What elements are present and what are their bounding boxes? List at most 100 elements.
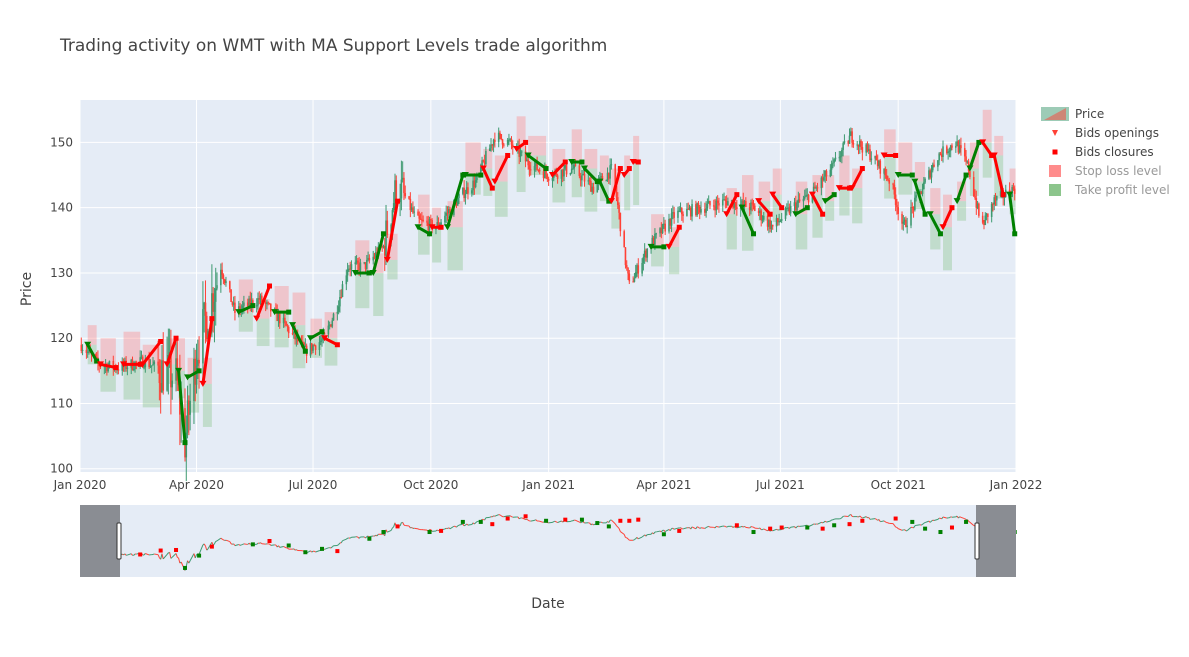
range-slider-handle-left[interactable] bbox=[116, 522, 122, 560]
candle-body bbox=[490, 144, 492, 149]
candle-body bbox=[599, 177, 601, 180]
candle-body bbox=[519, 152, 522, 157]
candle-body bbox=[985, 213, 988, 216]
slider-preview-segment bbox=[937, 517, 940, 520]
slider-preview-segment bbox=[898, 528, 903, 531]
slider-trade-marker bbox=[606, 524, 611, 529]
candle-body bbox=[372, 256, 375, 261]
slider-preview-segment bbox=[166, 552, 169, 555]
bid-closure-marker bbox=[380, 231, 386, 237]
bid-opening-marker bbox=[665, 243, 673, 250]
candle-body bbox=[257, 298, 259, 306]
slider-trade-marker bbox=[779, 525, 784, 530]
slider-preview-segment bbox=[527, 519, 530, 522]
slider-preview-segment bbox=[474, 522, 476, 525]
take-profit-box bbox=[669, 246, 680, 275]
slider-preview-segment bbox=[539, 520, 544, 523]
candle-body bbox=[543, 168, 546, 179]
candle-body bbox=[778, 221, 780, 223]
slider-preview-segment bbox=[714, 525, 717, 529]
slider-preview-segment bbox=[656, 530, 661, 533]
candle-body bbox=[643, 250, 646, 258]
trade-markers bbox=[84, 139, 1018, 446]
slider-preview-segment bbox=[494, 514, 499, 517]
legend-label: Stop loss level bbox=[1075, 164, 1162, 178]
slider-preview-segment bbox=[260, 542, 263, 545]
plot-area[interactable] bbox=[80, 100, 1016, 472]
slider-preview-segment bbox=[922, 522, 925, 525]
bid-closure-marker bbox=[319, 329, 325, 335]
range-slider-handle-right[interactable] bbox=[974, 522, 980, 560]
candle-body bbox=[546, 174, 549, 179]
candle-body bbox=[282, 317, 285, 324]
candle-body bbox=[348, 268, 350, 270]
slider-preview-segment bbox=[865, 516, 868, 519]
candle-body bbox=[422, 219, 424, 221]
slider-preview-segment bbox=[832, 518, 835, 521]
candle-body bbox=[413, 211, 415, 213]
candle-body bbox=[933, 164, 935, 167]
candle-body bbox=[223, 279, 226, 284]
slider-preview-segment bbox=[955, 515, 958, 518]
slider-preview-segment bbox=[436, 529, 439, 532]
candle-body bbox=[627, 267, 629, 274]
candle-body bbox=[736, 207, 738, 210]
slider-preview-segment bbox=[959, 516, 962, 518]
slider-preview-segment bbox=[463, 524, 466, 527]
candle-body bbox=[777, 218, 779, 223]
candle-body bbox=[578, 165, 581, 177]
candle-body bbox=[261, 295, 263, 303]
candle-body bbox=[751, 202, 754, 204]
bid-opening-marker bbox=[894, 172, 902, 179]
candle-body bbox=[669, 218, 672, 226]
candle-body bbox=[965, 156, 967, 162]
candle-body bbox=[330, 324, 332, 327]
slider-preview-segment bbox=[331, 545, 334, 548]
stop-loss-box bbox=[87, 325, 97, 345]
stop-loss-box bbox=[387, 233, 398, 260]
take-profit-box bbox=[202, 383, 212, 427]
candle-body bbox=[939, 153, 942, 155]
bid-opening-marker bbox=[607, 198, 615, 205]
bid-opening-marker bbox=[235, 309, 243, 316]
bid-closure-marker bbox=[579, 159, 585, 165]
candle-body bbox=[892, 183, 894, 185]
range-slider[interactable] bbox=[80, 505, 1017, 577]
stop-loss-box bbox=[432, 207, 442, 228]
candle-body bbox=[678, 210, 681, 212]
take-profit-box bbox=[812, 194, 823, 238]
candle-body bbox=[807, 194, 810, 203]
slider-preview-segment bbox=[472, 522, 475, 525]
candle-body bbox=[663, 223, 665, 225]
bid-opening-marker bbox=[383, 256, 391, 263]
x-tick-label: Apr 2020 bbox=[169, 478, 224, 492]
candle-body bbox=[894, 194, 897, 206]
trade-line bbox=[955, 173, 968, 203]
candle-body bbox=[867, 149, 870, 151]
candle-body bbox=[220, 269, 222, 286]
range-slider-track[interactable] bbox=[80, 505, 1016, 577]
candle-body bbox=[581, 175, 583, 181]
take-profit-box bbox=[795, 214, 808, 250]
slider-preview-segment bbox=[535, 519, 538, 522]
bid-closure-marker bbox=[820, 211, 826, 217]
bid-opening-marker bbox=[792, 211, 800, 218]
slider-preview-segment bbox=[402, 522, 405, 526]
stop-loss-box bbox=[624, 155, 631, 176]
candle-body bbox=[444, 215, 446, 223]
slider-preview-segment bbox=[287, 547, 290, 550]
bid-opening-marker bbox=[990, 152, 998, 159]
slider-preview-segment bbox=[491, 515, 494, 518]
candle-body bbox=[485, 151, 487, 165]
candle-body bbox=[664, 223, 666, 232]
stop-loss-box bbox=[292, 292, 306, 326]
bid-opening-marker bbox=[414, 224, 422, 231]
slider-preview-segment bbox=[880, 520, 885, 523]
bid-closure-marker bbox=[963, 172, 969, 178]
bid-opening-marker bbox=[369, 269, 377, 276]
x-tick-label: Jan 2021 bbox=[521, 478, 575, 492]
candle-body bbox=[596, 183, 599, 193]
candle-body bbox=[403, 177, 405, 194]
slider-preview-segment bbox=[964, 518, 967, 520]
candle-body bbox=[888, 180, 891, 184]
